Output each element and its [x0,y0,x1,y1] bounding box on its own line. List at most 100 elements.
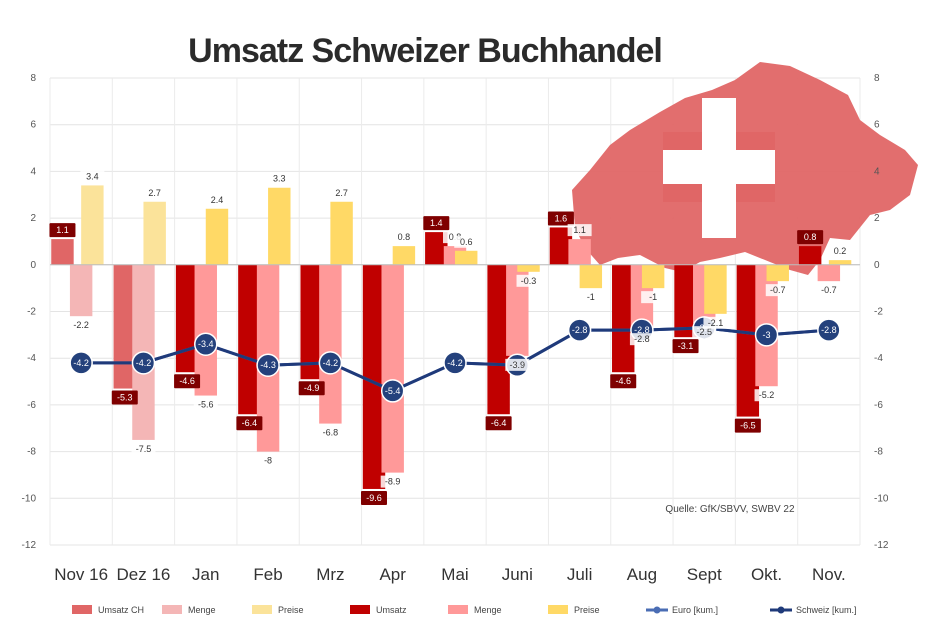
bar-menge-12 [817,264,841,282]
data-label: -0.3 [521,276,537,286]
switzerland-map-icon [572,62,918,275]
bar-menge-0 [69,264,93,317]
bar-umsatz-3 [238,264,261,415]
data-label-box [329,186,354,199]
data-label-box [49,223,76,238]
data-label: -3.9 [510,360,526,370]
legend-swatch [548,605,568,614]
data-label: 0.8 [398,232,411,242]
data-label-box [797,230,824,245]
data-label-box [692,326,717,339]
line-marker-4 [318,351,343,375]
bar-umsatz-11 [736,264,760,417]
data-label-box [567,224,592,237]
data-label-box [298,381,325,396]
bar-umsatz-6 [425,232,448,265]
data-label-box [703,316,728,329]
bar-preise-1 [143,201,166,265]
cross-corner [663,132,702,150]
data-label: -2.5 [696,327,712,337]
bar-umsatz-10 [674,264,697,338]
bar-preise-12 [828,260,852,265]
data-label: 3.3 [273,174,286,184]
x-category-label: Feb [253,565,282,584]
bar-menge-2 [194,264,217,396]
bar-umsatz-ch-0 [51,239,74,265]
line-marker-8 [567,318,592,342]
y-left-tick-label: -12 [22,540,37,551]
data-label: -3.1 [678,341,694,351]
bar-menge-8 [568,239,591,265]
data-label: -2.2 [73,320,89,330]
data-label-box [69,319,94,332]
data-label-box [816,284,841,297]
bar-umsatz-9 [612,264,635,373]
data-label: -8.9 [385,477,401,487]
data-label-box [318,426,343,439]
bar-menge-7 [506,264,529,356]
legend-label: Umsatz [376,605,407,615]
x-category-label: Apr [379,565,406,584]
bar-umsatz-12 [798,246,822,265]
bar-preise-4 [330,201,353,265]
line-point-label: -2.8 [634,325,650,335]
line-point-label: -5.4 [385,386,401,396]
cross-corner [736,132,775,150]
line-point-label: -3 [763,330,771,340]
data-label: 1.1 [573,225,586,235]
x-category-label: Jan [192,565,219,584]
data-label: 1.6 [555,213,568,223]
line-point-label: -2.8 [572,325,588,335]
cross-corner [736,184,775,202]
data-label: -2.8 [634,334,650,344]
line-marker-0 [69,351,93,375]
data-label: -2.1 [708,318,724,328]
y-right-tick-label: -8 [874,447,883,458]
line-marker-2 [194,332,218,356]
data-label: -4.6 [615,376,631,386]
data-label-box [131,442,156,455]
legend-label: Schweiz [kum.] [796,605,857,615]
bar-preise-9 [641,264,665,289]
y-left-tick-label: -2 [27,307,36,318]
y-left-tick-label: 8 [30,73,36,84]
x-category-label: Okt. [751,565,782,584]
bar-preise-6 [455,250,478,265]
legend-swatch [252,605,272,614]
line-point-label: -4.3 [260,360,276,370]
data-label-box [267,172,292,185]
bar-preise-11 [766,264,789,282]
data-label: 0.8 [804,232,817,242]
line-marker-1 [131,351,156,375]
line-point-label: -4.2 [323,358,339,368]
data-label-box [454,235,479,248]
y-left-tick-label: -4 [27,353,36,364]
data-label-box [734,418,761,433]
line-point-label: -4.2 [73,358,89,368]
legend-label: Umsatz CH [98,605,144,615]
bar-preise-10 [704,264,727,314]
y-right-tick-label: 6 [874,120,880,131]
data-label-box [193,398,218,411]
line-marker-5 [380,379,405,403]
data-label-box [765,284,790,297]
data-label: 1.1 [56,225,69,235]
line-point-label: -2.8 [821,325,837,335]
line-point-label: -4.2 [136,358,152,368]
legend-swatch [350,605,370,614]
data-label: -0.7 [821,285,837,295]
legend-swatch-marker [653,606,661,614]
bar-preise-3 [268,187,291,265]
line-marker-11 [754,323,779,347]
line-point-label: -4.2 [447,358,463,368]
data-label: -9.6 [366,493,382,503]
data-label: -4.6 [179,376,195,386]
y-left-tick-label: -8 [27,447,36,458]
legend-label: Euro [kum.] [672,605,718,615]
data-labels: 1.1 -5.3 -2.2 -7.5 3.4 2.7 -4.6 -6.4 -4.9 -9.6 1.4… [49,170,853,505]
legend-swatch [162,605,182,614]
data-label: -1 [587,292,595,302]
bar-preise-0 [81,185,104,265]
data-label-box [610,374,637,389]
source-note: Quelle: GfK/SBVV, SWBV 22 [665,504,795,515]
